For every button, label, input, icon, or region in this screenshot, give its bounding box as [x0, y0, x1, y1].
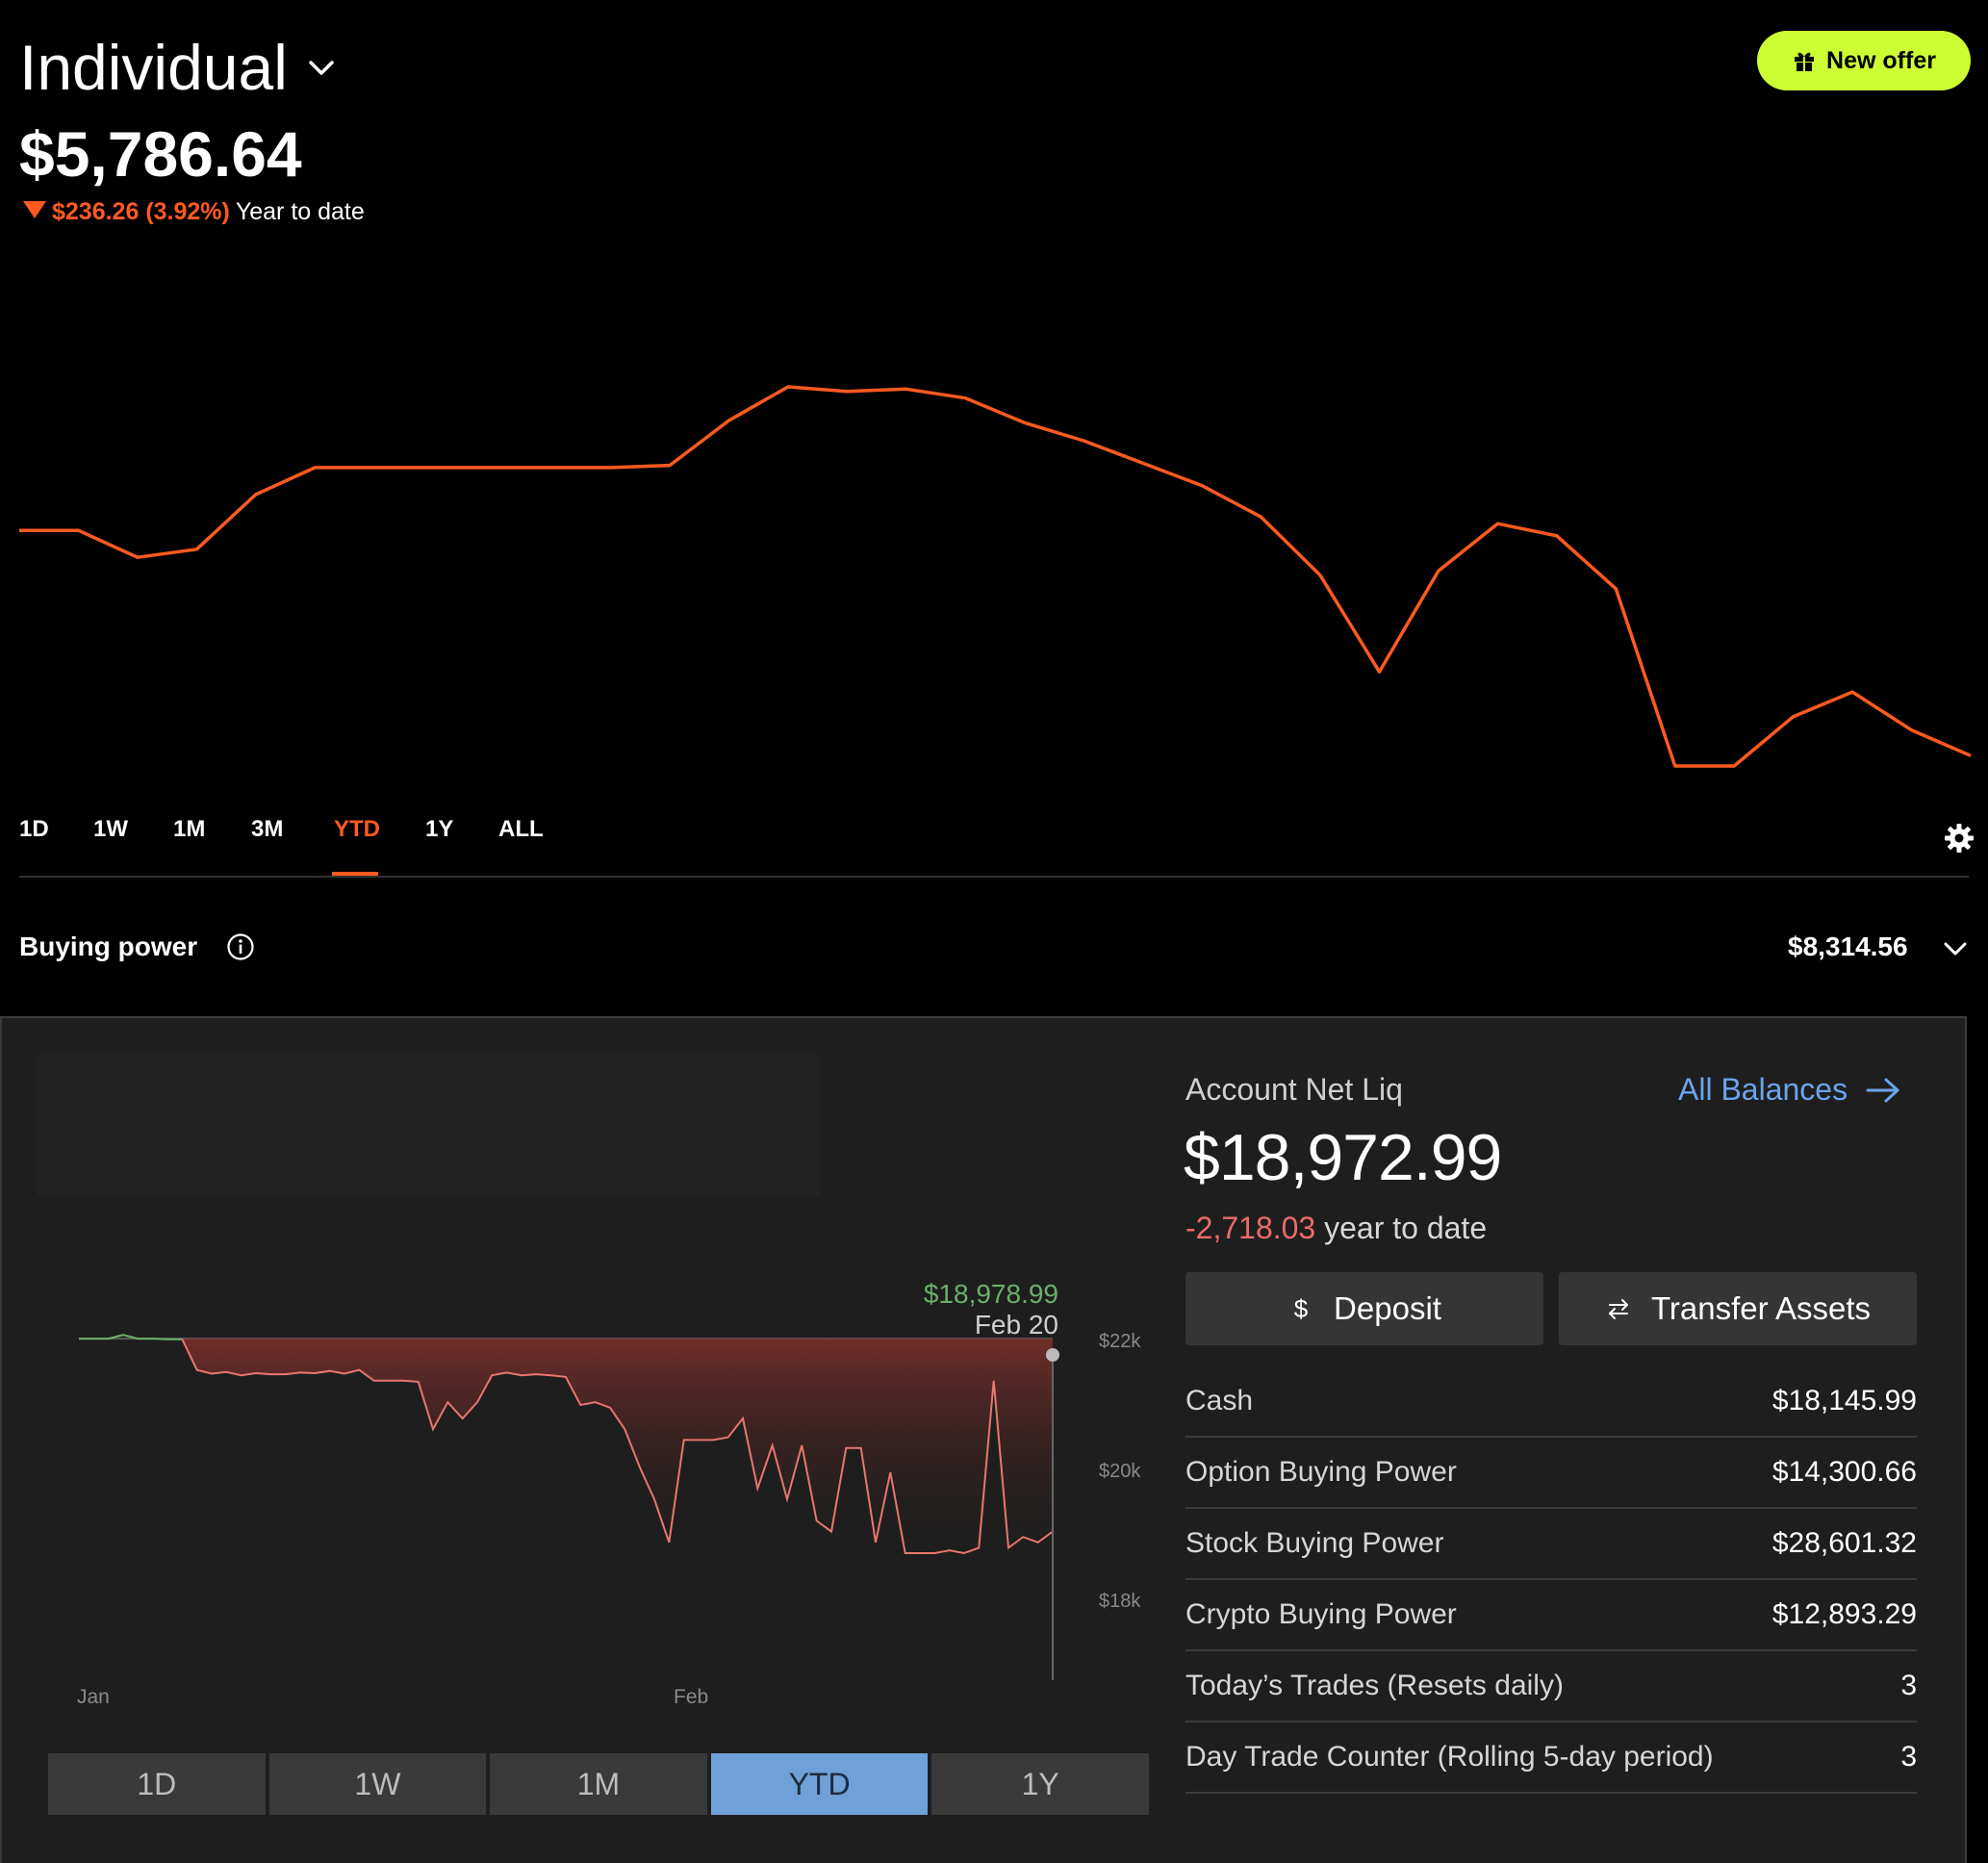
tab-1w[interactable]: 1W	[93, 816, 128, 842]
transfer-arrows-icon	[1608, 1299, 1628, 1319]
tab-1y[interactable]: 1Y	[425, 816, 454, 842]
balance-row: Stock Buying Power $28,601.32	[1185, 1509, 1917, 1580]
hover-value: $18,978.99	[924, 1279, 1058, 1309]
deposit-label: Deposit	[1334, 1290, 1441, 1326]
balance-label: Crypto Buying Power	[1185, 1598, 1457, 1630]
transfer-assets-button[interactable]: Transfer Assets	[1559, 1272, 1917, 1345]
balance-row: Day Trade Counter (Rolling 5-day period)…	[1185, 1723, 1917, 1794]
tab-1d[interactable]: 1D	[19, 816, 49, 842]
tab-all[interactable]: ALL	[498, 816, 544, 842]
new-offer-button[interactable]: New offer	[1757, 31, 1971, 90]
balance-label: Stock Buying Power	[1185, 1527, 1444, 1559]
dollar-icon: $	[1294, 1295, 1309, 1322]
portfolio-series-line	[19, 385, 1972, 768]
range-button-1d[interactable]: 1D	[48, 1753, 266, 1815]
range-button-1y[interactable]: 1Y	[931, 1753, 1149, 1815]
series-line-gain	[79, 1334, 183, 1340]
account-name[interactable]: Individual	[19, 32, 288, 103]
y-tick-label: $20k	[1099, 1461, 1141, 1482]
down-triangle-icon	[23, 201, 46, 218]
arrow-right-icon	[1866, 1078, 1899, 1102]
range-buttons: 1D 1W 1M YTD 1Y	[48, 1753, 1149, 1815]
y-tick-label: $22k	[1099, 1331, 1141, 1352]
hover-date: Feb 20	[975, 1310, 1058, 1340]
all-balances-link[interactable]: All Balances	[1678, 1072, 1901, 1108]
portfolio-line-chart[interactable]	[0, 366, 1988, 789]
chevron-down-icon[interactable]	[305, 54, 338, 81]
change-amount: $236.26 (3.92%)	[52, 198, 230, 225]
net-liq-label: Account Net Liq	[1185, 1072, 1403, 1107]
buying-power-value[interactable]: $8,314.56	[1788, 932, 1908, 961]
balance-label: Cash	[1185, 1385, 1254, 1416]
balance-value: $14,300.66	[1771, 1456, 1917, 1488]
series-line	[181, 1339, 1054, 1555]
svg-text:$: $	[1294, 1295, 1309, 1322]
robinhood-panel: Individual $5,786.64 $236.26 (3.92%) Year…	[0, 31, 1988, 961]
transfer-assets-label: Transfer Assets	[1650, 1290, 1872, 1326]
all-balances-label: All Balances	[1678, 1072, 1848, 1107]
ytd-change-value: -2,718.03	[1185, 1211, 1316, 1245]
range-button-ytd[interactable]: YTD	[710, 1753, 929, 1815]
balance-row: Today’s Trades (Resets daily) 3	[1185, 1651, 1917, 1723]
balances-list: Cash $18,145.99 Option Buying Power $14,300…	[1185, 1366, 1917, 1794]
tab-1m[interactable]: 1M	[173, 816, 206, 842]
ytd-change: $236.26 (3.92%) Year to date	[23, 198, 365, 226]
drawdown-area	[182, 1339, 1054, 1553]
x-tick-label: Jan	[77, 1686, 110, 1708]
portfolio-balance: $5,786.64	[19, 118, 302, 190]
x-tick-label: Feb	[674, 1686, 708, 1708]
info-icon[interactable]	[226, 932, 255, 961]
balance-value: $12,893.29	[1771, 1598, 1917, 1630]
balance-row: Option Buying Power $14,300.66	[1185, 1438, 1917, 1509]
change-period: Year to date	[235, 198, 365, 225]
net-liq-value: $18,972.99	[1184, 1121, 1502, 1194]
new-offer-label: New offer	[1826, 46, 1936, 74]
gift-icon	[1795, 52, 1815, 71]
range-button-1w[interactable]: 1W	[268, 1753, 487, 1815]
ytd-change-suffix: year to date	[1324, 1211, 1488, 1245]
balance-label: Today’s Trades (Resets daily)	[1185, 1670, 1564, 1701]
balance-row: Cash $18,145.99	[1185, 1366, 1917, 1438]
active-tab-underline	[332, 872, 378, 876]
gear-icon[interactable]	[1944, 823, 1975, 854]
ytd-change: -2,718.03 year to date	[1185, 1211, 1487, 1246]
balance-value: 3	[1900, 1741, 1917, 1773]
tab-ytd[interactable]: YTD	[334, 816, 380, 842]
balance-value: $28,601.32	[1771, 1527, 1917, 1559]
hover-dot	[1046, 1348, 1059, 1362]
divider	[19, 876, 1969, 878]
deposit-button[interactable]: $ Deposit	[1185, 1272, 1543, 1345]
tab-3m[interactable]: 3M	[251, 816, 284, 842]
chevron-down-icon[interactable]	[1942, 938, 1969, 959]
range-button-1m[interactable]: 1M	[490, 1753, 707, 1815]
y-tick-label: $18k	[1099, 1591, 1141, 1612]
balance-label: Option Buying Power	[1185, 1456, 1457, 1488]
balance-row: Crypto Buying Power $12,893.29	[1185, 1580, 1917, 1651]
balance-label: Day Trade Counter (Rolling 5-day period)	[1185, 1741, 1714, 1773]
balance-value: 3	[1900, 1670, 1917, 1701]
balance-value: $18,145.99	[1771, 1385, 1917, 1416]
buying-power-label: Buying power	[19, 932, 198, 961]
chart-placeholder	[37, 1053, 821, 1197]
